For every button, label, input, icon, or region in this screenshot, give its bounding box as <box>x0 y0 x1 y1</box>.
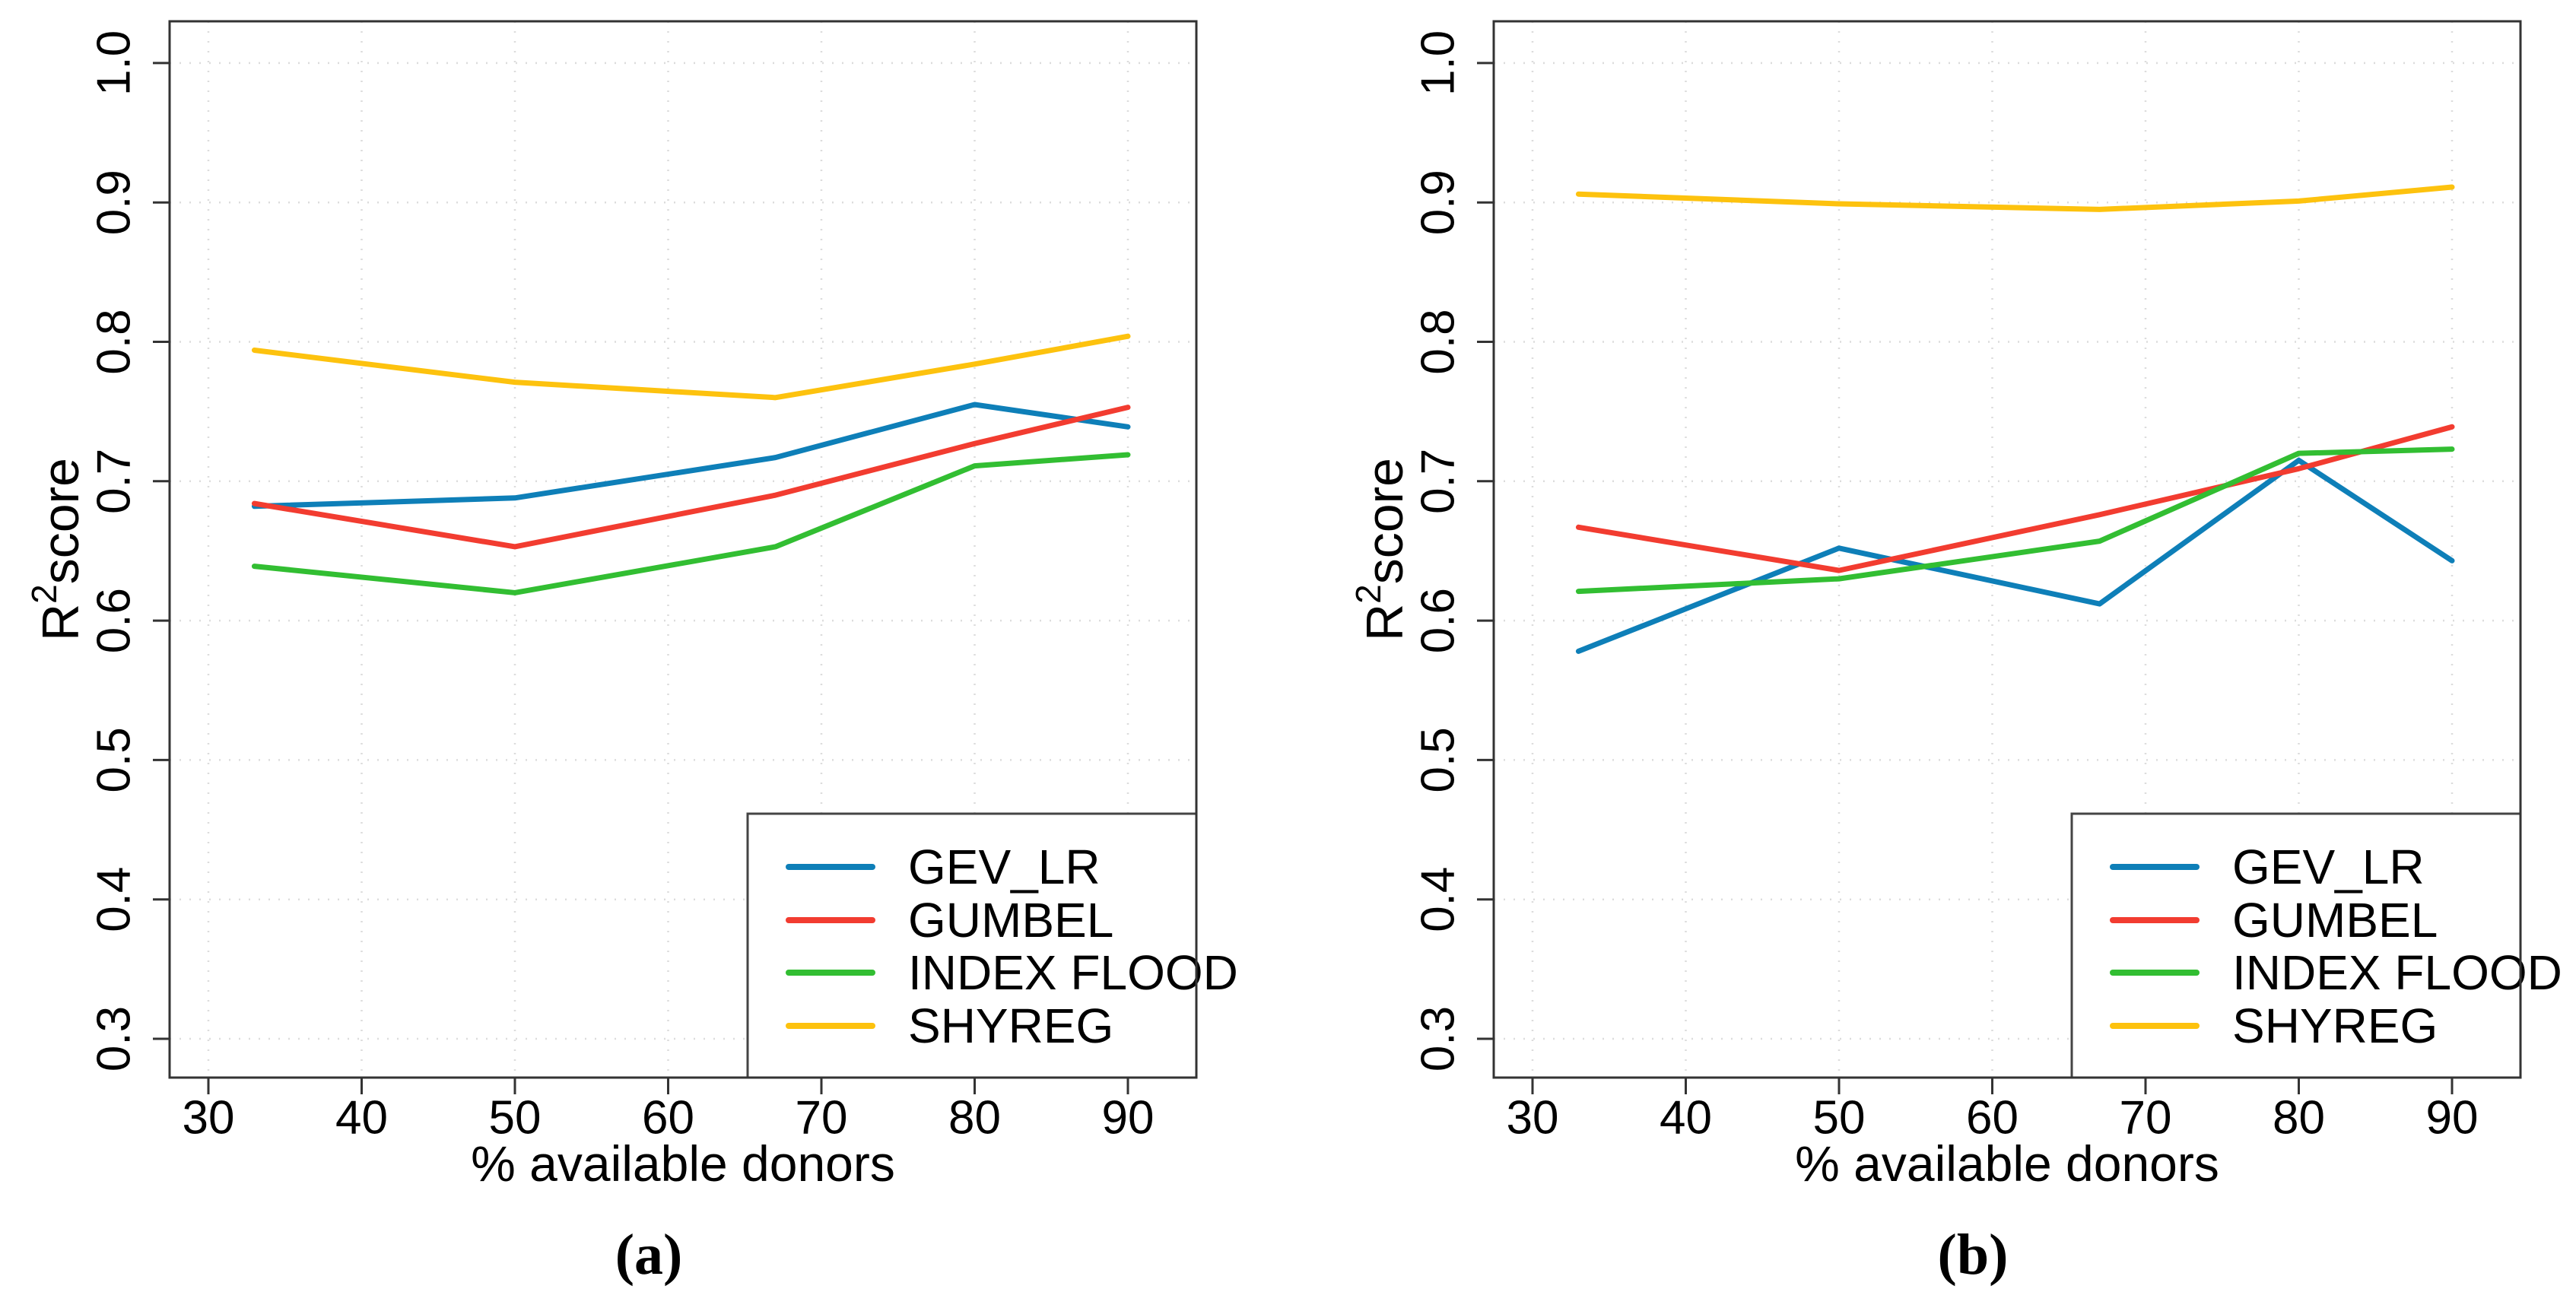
x-tick-label: 90 <box>2426 1092 2479 1144</box>
y-tick-label: 0.5 <box>1412 727 1465 792</box>
x-tick-label: 80 <box>2273 1092 2325 1144</box>
x-tick-label: 50 <box>489 1092 542 1144</box>
legend-label-index-flood: INDEX FLOOD <box>2232 945 2562 1000</box>
x-tick-label: 40 <box>335 1092 388 1144</box>
x-tick-label: 70 <box>2120 1092 2172 1144</box>
y-tick-label: 0.9 <box>88 170 141 235</box>
legend-box <box>2070 812 2522 1079</box>
legend-label-gumbel: GUMBEL <box>908 893 1113 948</box>
legend-label-shyreg: SHYREG <box>2232 998 2438 1053</box>
series-line-index-flood <box>251 452 1131 595</box>
series-line-gumbel <box>1575 424 2455 573</box>
y-tick-label: 0.3 <box>1412 1006 1465 1071</box>
y-tick-label: 0.7 <box>1412 449 1465 514</box>
y-tick-label: 0.4 <box>1412 867 1465 932</box>
legend-box <box>746 812 1198 1079</box>
x-tick-label: 90 <box>1102 1092 1155 1144</box>
series-line-index-flood <box>1575 446 2455 595</box>
x-axis-label: % available donors <box>1795 1135 2219 1192</box>
series-line-gumbel <box>251 405 1131 550</box>
x-tick-label: 50 <box>1813 1092 1866 1144</box>
x-tick-label: 60 <box>1966 1092 2019 1144</box>
x-tick-label: 30 <box>183 1092 235 1144</box>
x-tick-label: 30 <box>1507 1092 1559 1144</box>
legend-label-gev-lr: GEV_LR <box>908 840 1101 894</box>
y-axis-label: R2score <box>1348 458 1414 641</box>
y-tick-label: 0.3 <box>88 1006 141 1071</box>
x-tick-label: 60 <box>642 1092 694 1144</box>
y-tick-label: 0.5 <box>88 727 141 792</box>
x-tick-label: 70 <box>796 1092 848 1144</box>
y-axis-label: R2score <box>24 458 90 641</box>
panel-caption-b: (b) <box>1938 1223 2009 1287</box>
legend-label-index-flood: INDEX FLOOD <box>908 945 1238 1000</box>
y-tick-label: 1.0 <box>1412 30 1465 96</box>
x-axis-label: % available donors <box>471 1135 895 1192</box>
legend-label-shyreg: SHYREG <box>908 998 1113 1053</box>
y-tick-label: 0.6 <box>88 588 141 653</box>
y-tick-label: 0.9 <box>1412 170 1465 235</box>
series-line-shyreg <box>251 333 1131 401</box>
series-line-gev-lr <box>251 402 1131 510</box>
y-tick-label: 0.8 <box>1412 309 1465 374</box>
y-tick-label: 0.8 <box>88 309 141 374</box>
y-tick-label: 0.7 <box>88 449 141 514</box>
plot-border <box>1492 20 2522 1079</box>
panel-caption-a: (a) <box>615 1223 683 1287</box>
y-tick-label: 0.4 <box>88 867 141 932</box>
plot-border <box>168 20 1198 1079</box>
legend-label-gev-lr: GEV_LR <box>2232 840 2425 894</box>
x-tick-label: 40 <box>1660 1092 1712 1144</box>
y-tick-label: 1.0 <box>88 30 141 96</box>
legend-label-gumbel: GUMBEL <box>2232 893 2438 948</box>
x-tick-label: 80 <box>948 1092 1001 1144</box>
y-tick-label: 0.6 <box>1412 588 1465 653</box>
series-line-shyreg <box>1575 184 2455 212</box>
